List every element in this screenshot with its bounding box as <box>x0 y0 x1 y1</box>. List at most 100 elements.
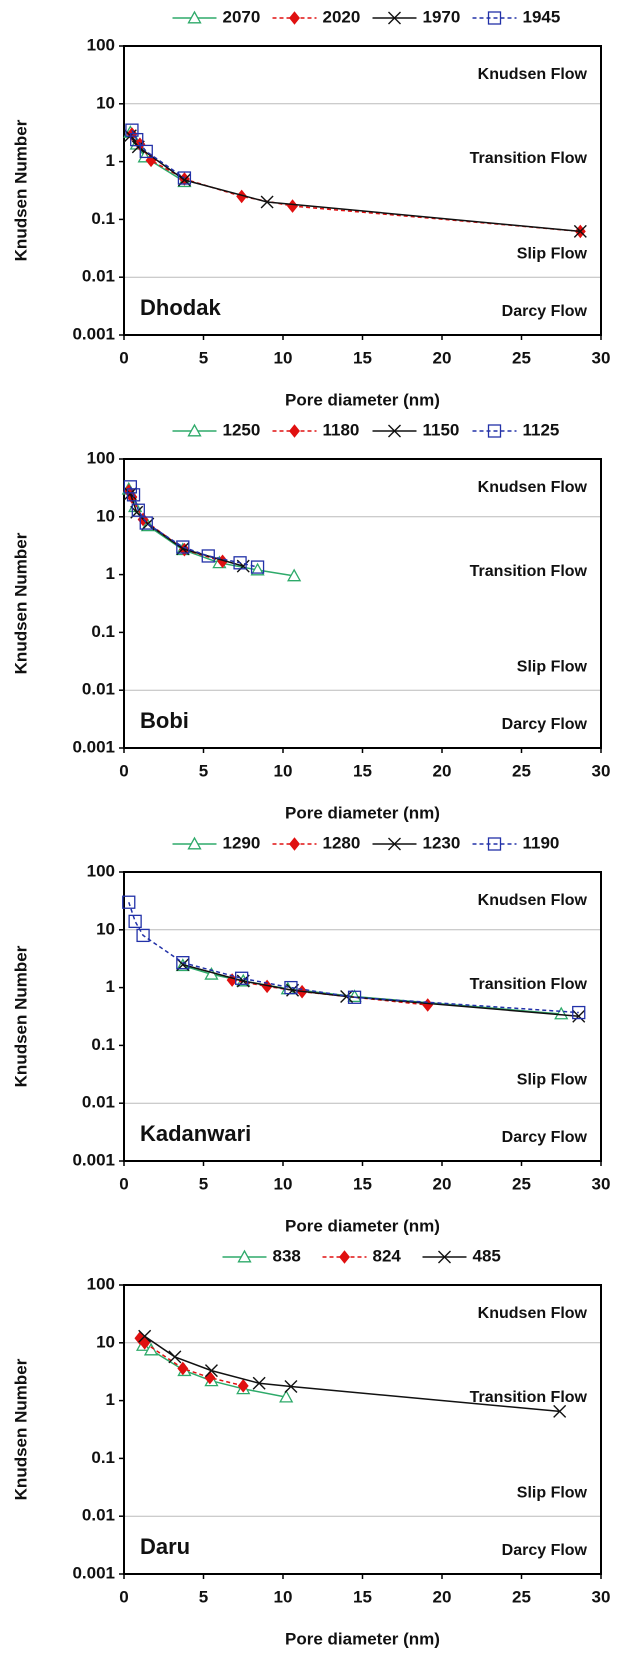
data-point <box>250 562 265 576</box>
data-point <box>125 123 139 137</box>
data-point <box>136 928 150 943</box>
y-tick-label: 1 <box>106 151 115 170</box>
x-tick-label: 20 <box>433 1174 452 1193</box>
x-tick-label: 10 <box>274 761 293 780</box>
x-axis-title: Pore diameter (nm) <box>285 1216 440 1235</box>
y-tick-label: 0.001 <box>72 737 115 756</box>
data-point <box>139 144 153 159</box>
y-tick-label: 10 <box>96 93 115 112</box>
x-tick-label: 20 <box>433 1587 452 1606</box>
data-point <box>553 1404 567 1418</box>
legend-label: 1150 <box>423 420 460 439</box>
panel: Knudsen Flow Transition Flow Slip Flow Darc… <box>11 7 610 409</box>
legend-marker <box>487 837 502 851</box>
legend-marker <box>487 424 502 438</box>
legend-item: 1970 <box>372 7 460 26</box>
legend-marker <box>438 1250 451 1264</box>
x-tick-label: 5 <box>199 1174 208 1193</box>
y-tick-label: 0.01 <box>82 1093 115 1112</box>
series-line <box>128 490 223 562</box>
series-line <box>144 1335 560 1413</box>
data-point <box>139 1335 151 1350</box>
x-tick-label: 25 <box>512 1174 531 1193</box>
data-point <box>284 980 298 995</box>
series-line <box>131 129 185 179</box>
data-point <box>347 989 362 1003</box>
data-point <box>347 990 362 1004</box>
data-point <box>134 1331 146 1346</box>
data-point <box>201 549 215 563</box>
data-point <box>279 1389 294 1403</box>
data-point <box>252 1376 266 1390</box>
y-tick-label: 100 <box>87 1274 115 1293</box>
x-tick-label: 25 <box>512 761 531 780</box>
y-tick-label: 1 <box>106 1390 115 1409</box>
legend-label: 485 <box>473 1246 501 1265</box>
series-line <box>139 1337 244 1387</box>
data-point <box>177 171 192 185</box>
y-tick-label: 0.1 <box>91 1448 115 1467</box>
region-label: Transition Flow <box>470 1389 588 1406</box>
legend-item: 2070 <box>172 7 260 26</box>
x-tick-label: 0 <box>119 1587 128 1606</box>
legend-label: 1125 <box>523 420 560 439</box>
data-point <box>235 971 249 985</box>
legend-label: 2020 <box>323 7 361 26</box>
data-point <box>250 560 265 574</box>
region-label: Knudsen Flow <box>478 479 588 496</box>
region-label: Darcy Flow <box>502 716 588 733</box>
legend-marker <box>487 11 502 25</box>
legend-label: 1280 <box>323 833 361 852</box>
x-tick-label: 10 <box>274 1174 293 1193</box>
y-tick-label: 10 <box>96 506 115 525</box>
data-point <box>572 1005 586 1020</box>
data-point <box>176 540 190 554</box>
legend-marker <box>187 836 202 850</box>
y-axis-title: Knudsen Number <box>11 119 30 261</box>
region-label: Slip Flow <box>517 658 588 675</box>
data-point <box>340 990 354 1004</box>
data-point <box>138 1329 152 1343</box>
x-tick-label: 0 <box>119 1174 128 1193</box>
region-label: Transition Flow <box>470 150 588 167</box>
series-line <box>131 133 581 233</box>
x-tick-label: 20 <box>433 761 452 780</box>
y-tick-label: 0.1 <box>91 622 115 641</box>
legend-marker <box>388 424 401 438</box>
data-point <box>287 568 302 582</box>
plot-frame <box>123 458 602 749</box>
panel-label: Dhodak <box>140 295 221 320</box>
y-tick-label: 0.001 <box>72 1563 115 1582</box>
panel: Knudsen Flow Transition Flow Slip Flow Darc… <box>11 833 610 1235</box>
legend-item: 1125 <box>472 420 560 439</box>
data-point <box>168 1350 182 1364</box>
legend-label: 1230 <box>423 833 461 852</box>
x-tick-label: 20 <box>433 348 452 367</box>
legend-item: 824 <box>322 1246 402 1265</box>
legend-label: 838 <box>273 1246 301 1265</box>
legend-item: 838 <box>222 1246 301 1265</box>
region-label: Transition Flow <box>470 563 588 580</box>
y-axis-title: Knudsen Number <box>11 532 30 674</box>
y-tick-label: 10 <box>96 1332 115 1351</box>
x-tick-label: 10 <box>274 1587 293 1606</box>
plot-frame <box>123 45 602 336</box>
region-label: Slip Flow <box>517 1071 588 1088</box>
data-point <box>122 895 136 909</box>
legend-label: 824 <box>373 1246 402 1265</box>
legend-marker <box>339 1250 350 1264</box>
x-tick-label: 25 <box>512 1587 531 1606</box>
x-tick-label: 15 <box>353 1174 372 1193</box>
legend-marker <box>289 424 300 438</box>
legend-marker <box>237 1249 252 1263</box>
legend-marker <box>289 837 300 851</box>
legend-marker <box>187 10 202 24</box>
x-tick-label: 30 <box>592 348 611 367</box>
x-tick-label: 15 <box>353 1587 372 1606</box>
legend-label: 1180 <box>323 420 360 439</box>
x-tick-label: 0 <box>119 348 128 367</box>
series-line <box>128 488 295 577</box>
y-axis-title: Knudsen Number <box>11 945 30 1087</box>
